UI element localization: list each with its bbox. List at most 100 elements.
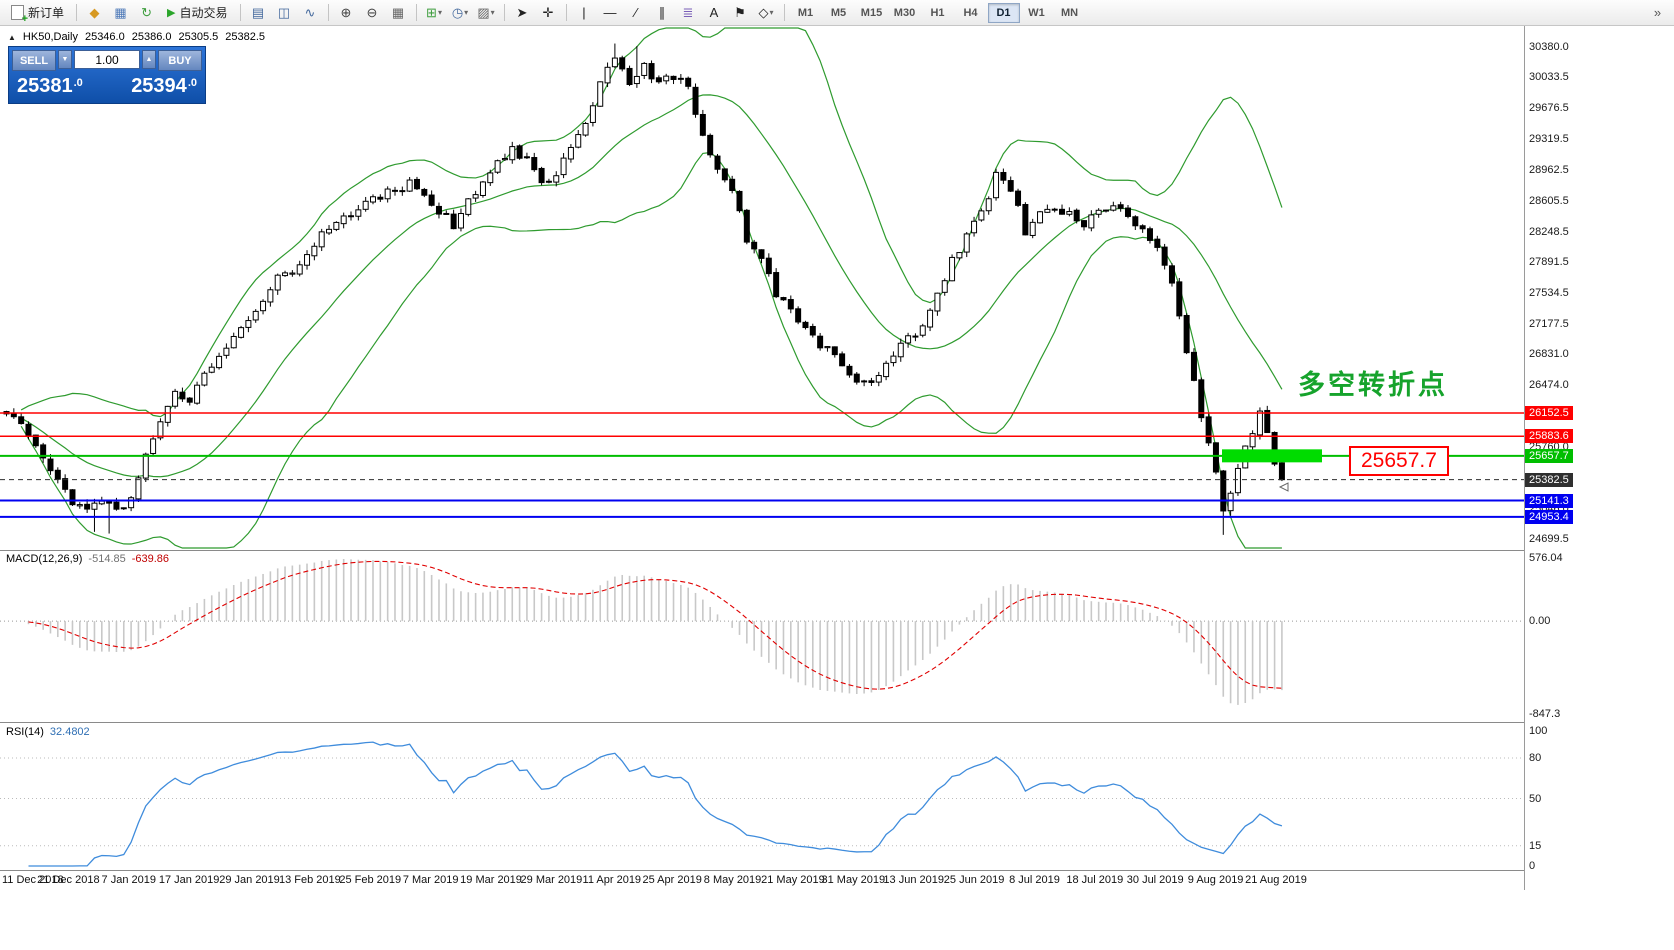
candle-body — [501, 158, 508, 161]
candle-body — [245, 320, 252, 328]
price-tick: 30380.0 — [1529, 41, 1569, 53]
new-chart-icon[interactable]: ⊞ ▾ — [422, 2, 447, 24]
trendline-icon[interactable]: ∕ — [624, 2, 649, 24]
label-icon: ⚑ — [734, 4, 746, 20]
toolbar-separator — [327, 4, 329, 21]
candle-body — [296, 264, 303, 275]
navigator-icon: ↻ — [141, 4, 152, 20]
horizontal-line-icon[interactable]: — — [598, 2, 623, 24]
timeframe-h1-button[interactable]: H1 — [930, 6, 945, 19]
cursor-icon[interactable]: ➤ — [510, 2, 535, 24]
candle-body — [626, 67, 633, 86]
volume-increase-button[interactable]: ▲ — [142, 50, 156, 69]
candle-body — [919, 325, 926, 336]
navigator-icon[interactable]: ↻ — [134, 2, 159, 24]
candle-body — [941, 280, 948, 293]
zoom-out-icon[interactable]: ⊖ — [360, 2, 385, 24]
price-tick: 30033.5 — [1529, 70, 1569, 83]
highlight-rectangle[interactable] — [1222, 449, 1322, 463]
timeframe-m15-button[interactable]: M15 — [860, 6, 883, 19]
candle-body — [934, 292, 941, 312]
layout-profiles-icon[interactable]: ◆ — [82, 2, 107, 24]
toolbar-separator — [783, 4, 785, 21]
candle-body — [875, 375, 882, 383]
candle-body — [91, 502, 98, 510]
crosshair-icon[interactable]: ✛ — [536, 2, 561, 24]
timeframe-m1-button[interactable]: M1 — [797, 6, 814, 19]
timeframe-w1-button[interactable]: W1 — [1028, 6, 1045, 19]
candlestick-chart-icon[interactable]: ◫ — [272, 2, 297, 24]
candle-body — [142, 453, 149, 479]
candle-body — [1117, 204, 1124, 209]
candle-body — [84, 503, 91, 510]
zoom-in-icon[interactable]: ⊕ — [334, 2, 359, 24]
candle-body — [1227, 492, 1234, 512]
zoom-in-icon: ⊕ — [340, 4, 352, 20]
price-axis[interactable]: 30380.0 30033.5 29676.5 29319.5 28962.5 28605… — [1524, 26, 1674, 890]
new-order-button[interactable]: 新订单 — [4, 3, 71, 25]
play-icon: ▶ — [167, 7, 176, 19]
buy-button[interactable]: BUY — [158, 50, 202, 71]
template-icon[interactable]: ▨ ▾ — [474, 2, 499, 24]
candle-body — [699, 113, 706, 136]
line-chart-icon[interactable]: ∿ — [298, 2, 323, 24]
timeframe-h4-button[interactable]: H4 — [963, 6, 978, 19]
candle-body — [333, 221, 340, 230]
toolbar: 新订单◆▦↻▶自动交易▤◫∿⊕⊖▦⊞▾◷▾▨▾➤✛|—∕∥≣A⚑◇▾M1M5M1… — [0, 0, 1674, 26]
timeframe-mn-button[interactable]: MN — [1060, 6, 1079, 19]
period-icon[interactable]: ◷ ▾ — [448, 2, 473, 24]
auto-trading-button[interactable]: ▶ 自动交易 — [160, 3, 234, 23]
candle-body — [1212, 442, 1219, 473]
vertical-line-icon[interactable]: | — [572, 2, 597, 24]
candle-body — [47, 458, 54, 472]
price-callout-label[interactable]: 25657.7 — [1349, 446, 1449, 476]
time-axis[interactable]: 11 Dec 2018 21 Dec 2018 7 Jan 2019 17 Jan 2… — [0, 871, 1524, 890]
candle-body — [1022, 203, 1029, 236]
candle-body — [494, 160, 501, 173]
price-chart[interactable] — [0, 0, 1524, 950]
candle-body — [428, 194, 435, 206]
candle-body — [868, 380, 875, 383]
chart-annotation-text[interactable]: 多空转折点 — [1298, 370, 1448, 400]
candle-body — [1198, 379, 1205, 419]
timeframe-d1-button[interactable]: D1 — [987, 2, 1020, 23]
sell-price: 25381.0 — [17, 75, 83, 97]
chart-collapse-icon[interactable]: ▲ — [8, 32, 16, 42]
candle-body — [1278, 462, 1285, 481]
time-axis-label: 8 May 2019 — [703, 874, 762, 886]
tile-windows-icon[interactable]: ▦ — [386, 2, 411, 24]
timeframe-m30-button[interactable]: M30 — [893, 6, 916, 19]
timeframe-m5-button[interactable]: M5 — [830, 6, 847, 19]
volume-input[interactable] — [74, 50, 140, 69]
fibonacci-icon[interactable]: ≣ — [676, 2, 701, 24]
candle-body — [76, 504, 83, 507]
market-watch-icon[interactable]: ▦ — [108, 2, 133, 24]
buy-price: 25394.0 — [131, 75, 197, 97]
candle-body — [252, 310, 259, 321]
bar-chart-icon[interactable]: ▤ — [246, 2, 271, 24]
candle-body — [560, 157, 567, 176]
caret-down-icon: ▾ — [437, 8, 442, 17]
candle-body — [377, 196, 384, 200]
shapes-icon[interactable]: ◇ ▾ — [754, 2, 779, 24]
channel-icon[interactable]: ∥ — [650, 2, 675, 24]
candle-body — [993, 171, 1000, 199]
new-order-button-label: 新订单 — [28, 6, 65, 20]
new-order-icon — [11, 5, 28, 25]
label-icon[interactable]: ⚑ — [728, 2, 753, 24]
text-icon[interactable]: A — [702, 2, 727, 24]
time-axis-label: 13 Feb 2019 — [279, 874, 341, 886]
candle-body — [604, 66, 611, 84]
volume-decrease-button[interactable]: ▼ — [58, 50, 72, 69]
cursor-icon: ➤ — [516, 4, 528, 20]
candle-body — [1073, 209, 1080, 222]
bollinger-band — [20, 94, 1283, 478]
candle-body — [1015, 190, 1022, 206]
candle-body — [311, 245, 318, 257]
toolbar-overflow-icon[interactable]: » — [1645, 2, 1670, 24]
price-tick: 26474.0 — [1529, 379, 1569, 392]
sell-button[interactable]: SELL — [12, 50, 56, 71]
candle-body — [736, 190, 743, 212]
candle-body — [1146, 228, 1153, 241]
candle-body — [362, 200, 369, 210]
